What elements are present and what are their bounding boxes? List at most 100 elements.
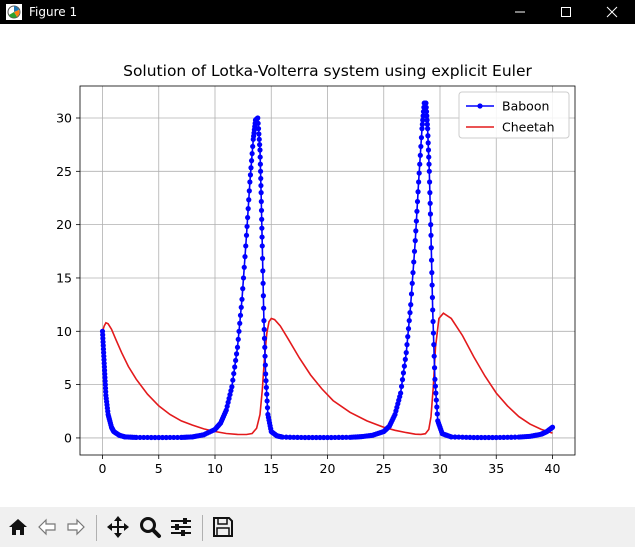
- data-point-baboon: [419, 126, 425, 132]
- data-point-baboon: [398, 383, 405, 389]
- toolbar-separator: [96, 515, 97, 541]
- save-button[interactable]: [209, 513, 237, 541]
- magnifier-icon: [140, 517, 161, 538]
- data-point-baboon: [230, 377, 236, 383]
- data-point-baboon: [257, 142, 263, 148]
- data-point-baboon: [259, 243, 265, 249]
- data-point-baboon: [258, 190, 264, 196]
- data-point-baboon: [255, 126, 262, 132]
- line-chart: 0 5 10 15 20 25 30 35 40 0 5 10 15 20 25 30 Solution of…: [56, 62, 576, 476]
- data-point-baboon: [321, 434, 327, 441]
- data-point-baboon: [427, 190, 433, 196]
- data-point-baboon: [259, 255, 266, 262]
- x-tick-label: 10: [207, 461, 223, 476]
- data-point-baboon: [430, 307, 436, 313]
- grid: [80, 86, 575, 455]
- configure-subplots-button[interactable]: [167, 513, 195, 541]
- data-point-baboon: [171, 434, 177, 441]
- data-point-baboon: [259, 216, 265, 222]
- data-point-baboon: [482, 434, 488, 441]
- data-point-baboon: [416, 179, 422, 185]
- data-point-baboon: [159, 434, 166, 441]
- data-point-baboon: [237, 312, 244, 318]
- back-button[interactable]: [33, 513, 61, 541]
- figure-canvas[interactable]: 0 5 10 15 20 25 30 35 40 0 5 10 15 20 25 30 Solution of…: [0, 24, 635, 507]
- data-point-baboon: [432, 376, 438, 382]
- data-point-baboon: [231, 370, 237, 377]
- data-point-baboon: [417, 161, 423, 167]
- data-point-baboon: [434, 411, 440, 417]
- data-point-baboon: [263, 384, 269, 391]
- data-point-baboon: [339, 434, 346, 440]
- zoom-button[interactable]: [136, 513, 164, 541]
- data-point-baboon: [426, 161, 432, 167]
- data-point-baboon: [259, 225, 265, 231]
- navigation-toolbar: [0, 507, 635, 547]
- data-point-baboon: [456, 434, 462, 440]
- data-point-baboon: [167, 434, 173, 441]
- data-point-baboon: [423, 108, 430, 115]
- data-point-baboon: [232, 364, 238, 370]
- x-tick-label: 30: [432, 461, 448, 476]
- data-point-baboon: [410, 270, 416, 276]
- pan-button[interactable]: [104, 513, 132, 541]
- data-point-baboon: [425, 133, 431, 139]
- data-point-baboon: [415, 189, 421, 195]
- series-layer: [99, 100, 556, 441]
- data-point-baboon: [283, 434, 289, 440]
- window-titlebar: Figure 1: [0, 0, 635, 24]
- data-point-baboon: [431, 365, 438, 371]
- data-point-baboon: [137, 434, 143, 441]
- data-point-baboon: [425, 126, 431, 132]
- data-point-baboon: [431, 353, 437, 359]
- data-point-baboon: [409, 280, 415, 286]
- home-button[interactable]: [4, 513, 32, 541]
- data-point-baboon: [156, 434, 162, 441]
- data-point-baboon: [427, 211, 434, 217]
- x-tick-label: 35: [488, 461, 504, 476]
- data-point-baboon: [413, 228, 419, 234]
- y-tick-label: 25: [56, 164, 72, 179]
- data-point-baboon: [260, 293, 266, 299]
- data-point-baboon: [431, 342, 437, 348]
- data-point-baboon: [261, 335, 268, 341]
- data-point-baboon: [234, 344, 241, 350]
- data-point-baboon: [257, 161, 263, 167]
- arrow-left-icon: [38, 518, 56, 536]
- data-point-baboon: [141, 434, 147, 441]
- data-point-baboon: [467, 434, 473, 441]
- data-point-baboon: [493, 434, 499, 441]
- data-point-baboon: [228, 388, 234, 394]
- data-point-baboon: [412, 238, 418, 244]
- move-icon: [107, 516, 129, 538]
- data-point-baboon: [247, 172, 254, 178]
- maximize-button[interactable]: [543, 0, 589, 24]
- data-point-baboon: [400, 370, 407, 376]
- forward-button[interactable]: [62, 513, 90, 541]
- legend-label-cheetah: Cheetah: [502, 120, 555, 135]
- data-point-baboon: [408, 302, 414, 308]
- data-point-baboon: [408, 291, 415, 297]
- data-point-baboon: [248, 165, 254, 171]
- data-point-baboon: [223, 407, 229, 413]
- data-point-baboon: [244, 223, 250, 230]
- data-point-baboon: [428, 245, 434, 251]
- legend: Baboon Cheetah: [458, 91, 570, 139]
- maximize-icon: [561, 7, 571, 17]
- close-button[interactable]: [589, 0, 635, 24]
- data-point-baboon: [243, 232, 250, 238]
- series-baboon: [99, 100, 556, 441]
- y-tick-label: 15: [56, 270, 72, 285]
- data-point-baboon: [163, 434, 169, 441]
- data-point-baboon: [236, 328, 242, 334]
- data-point-baboon: [414, 208, 420, 214]
- data-point-baboon: [430, 330, 437, 336]
- data-point-baboon: [332, 434, 338, 441]
- data-point-baboon: [497, 434, 503, 441]
- data-point-baboon: [432, 383, 439, 389]
- minimize-button[interactable]: [497, 0, 543, 24]
- toolbar-separator: [202, 515, 203, 541]
- data-point-baboon: [233, 357, 239, 364]
- data-point-baboon: [238, 304, 244, 310]
- data-point-baboon: [264, 391, 270, 397]
